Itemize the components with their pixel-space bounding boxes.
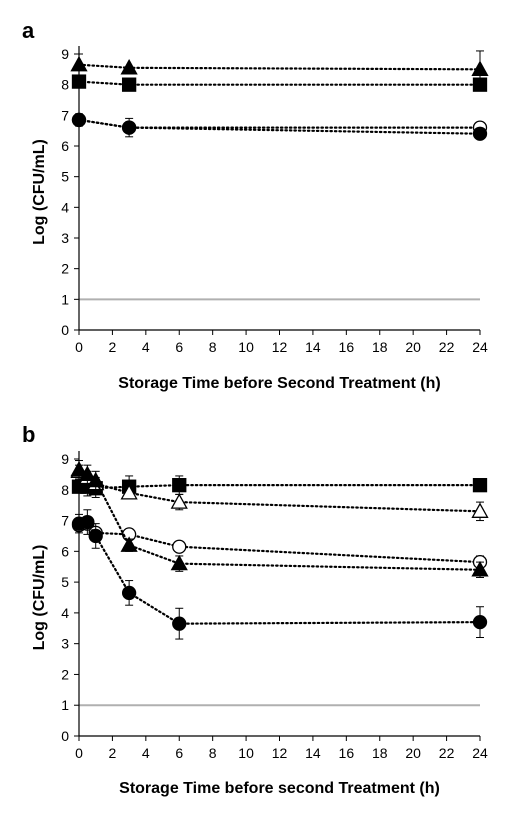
data-point [121,120,137,135]
series-line [77,522,482,564]
data-point [87,471,105,488]
x-tick-label: 8 [209,745,217,761]
series-line [77,484,482,490]
data-point [471,560,489,577]
x-tick-label: 12 [272,339,288,355]
series-2 [71,74,488,92]
data-point [172,616,187,631]
x-tick-label: 0 [75,745,83,761]
x-tick-label: 24 [472,339,488,355]
y-tick-label: 5 [61,169,69,185]
x-tick-label: 4 [142,745,150,761]
y-tick-label: 0 [61,322,69,338]
y-tick-label: 7 [61,513,69,529]
data-point [472,126,488,141]
y-tick-label: 9 [61,46,69,62]
data-point [471,502,489,518]
x-tick-label: 8 [209,339,217,355]
y-tick-label: 2 [61,666,69,682]
series-line [77,63,482,71]
y-axis-title: Log (CFU/mL) [31,545,48,651]
series-line [77,80,482,86]
x-tick-label: 12 [272,745,288,761]
x-tick-label: 20 [405,745,421,761]
x-axis-title: Storage Time before second Treatment (h) [119,780,440,797]
x-tick-label: 20 [405,339,421,355]
x-tick-label: 2 [109,339,117,355]
y-tick-label: 4 [61,605,69,621]
data-point [472,614,488,630]
data-point [71,112,87,128]
y-axis-title: Log (CFU/mL) [31,139,48,245]
x-tick-label: 18 [372,339,388,355]
data-point [121,77,137,92]
x-tick-label: 16 [339,339,355,355]
y-tick-label: 8 [61,77,69,93]
data-point [172,539,187,554]
y-tick-label: 8 [61,482,69,498]
data-point [472,77,488,92]
data-point [71,74,87,89]
data-point [120,484,138,500]
data-point [88,528,103,544]
data-point [121,585,137,601]
series-4 [71,112,488,141]
y-tick-label: 3 [61,636,69,652]
y-tick-label: 0 [61,728,69,744]
series-line [77,470,482,513]
data-point [120,536,138,552]
y-tick-label: 4 [61,199,69,215]
series-line [77,118,482,129]
y-tick-label: 1 [61,291,69,307]
data-point [472,478,488,493]
x-tick-label: 4 [142,339,150,355]
data-point [70,55,88,72]
y-tick-label: 9 [61,451,69,467]
x-tick-label: 14 [305,745,321,761]
x-tick-label: 10 [238,745,254,761]
y-tick-label: 5 [61,574,69,590]
x-tick-label: 18 [372,745,388,761]
y-tick-label: 7 [61,107,69,123]
x-tick-label: 2 [109,745,117,761]
x-tick-label: 14 [305,339,321,355]
data-point [70,460,88,477]
y-tick-label: 1 [61,697,69,713]
x-tick-label: 24 [472,745,488,761]
series-5 [71,509,488,640]
y-tick-label: 6 [61,138,69,154]
data-point [170,554,188,571]
x-tick-label: 6 [175,745,183,761]
x-axis-title: Storage Time before Second Treatment (h) [118,375,440,392]
y-tick-label: 6 [61,543,69,559]
series-4 [70,460,489,578]
x-tick-label: 16 [339,745,355,761]
panel-letter: a [22,18,35,43]
data-point [471,60,489,76]
data-point [172,478,187,493]
x-tick-label: 22 [439,339,455,355]
series-3 [71,516,488,570]
x-tick-label: 22 [439,745,455,761]
data-point [80,514,95,530]
x-tick-label: 0 [75,339,83,355]
data-point [78,465,96,482]
x-tick-label: 6 [175,339,183,355]
panel-letter: b [22,422,35,447]
data-point [120,58,138,75]
y-tick-label: 3 [61,230,69,246]
data-point [170,493,188,509]
x-tick-label: 10 [238,339,254,355]
y-tick-label: 2 [61,261,69,277]
